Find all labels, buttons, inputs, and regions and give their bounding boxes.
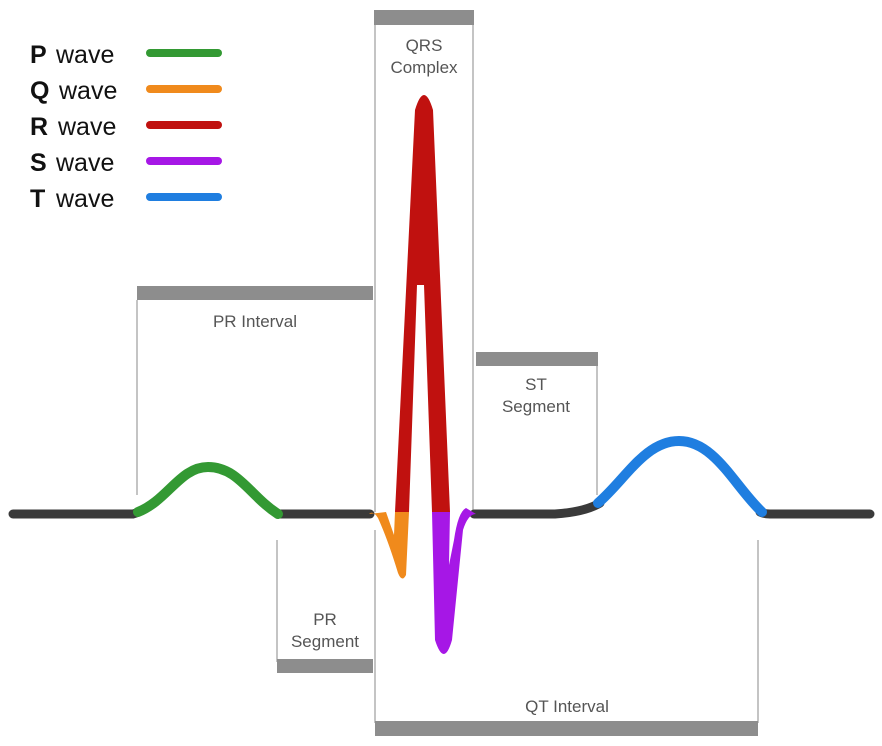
bracket-bar: [476, 352, 598, 366]
pr-segment-label-line1: PR: [313, 610, 337, 629]
bracket-bar: [137, 286, 373, 300]
q-wave-trace: [369, 512, 409, 579]
t-wave-trace: [593, 436, 767, 517]
legend-word: wave: [55, 41, 114, 69]
r-wave-trace: [395, 95, 450, 512]
qrs-complex-bracket: QRS Complex: [374, 10, 474, 512]
legend-item-s-wave: S wave: [30, 149, 222, 177]
bracket-bar: [277, 659, 373, 673]
legend-key: Q: [30, 77, 49, 105]
baseline-segment: [755, 507, 875, 519]
legend-key: R: [30, 113, 48, 141]
p-wave-trace: [133, 462, 283, 519]
pr-interval-bracket: PR Interval: [136, 286, 373, 495]
legend-key: T: [30, 185, 45, 213]
bracket-bar: [374, 10, 474, 25]
legend-item-r-wave: R wave: [30, 113, 222, 141]
legend-item-q-wave: Q wave: [30, 77, 222, 105]
pr-interval-label: PR Interval: [213, 312, 297, 331]
st-segment-label-line2: Segment: [502, 397, 570, 416]
st-segment-bracket: ST Segment: [476, 352, 598, 495]
pr-segment-label-line2: Segment: [291, 632, 359, 651]
bracket-bar: [375, 721, 758, 736]
s-wave-trace: [432, 508, 476, 654]
ecg-trace: [8, 95, 875, 654]
baseline-segment: [469, 498, 605, 519]
legend-word: wave: [55, 149, 114, 177]
qt-interval-bracket: QT Interval: [374, 530, 759, 736]
legend-word: wave: [57, 113, 116, 141]
st-segment-label-line1: ST: [525, 375, 547, 394]
legend-item-p-wave: P wave: [30, 41, 222, 69]
legend-key: S: [30, 149, 47, 177]
pr-segment-bracket: PR Segment: [276, 540, 373, 673]
legend: P wave Q wave R wave S wave T wave: [30, 41, 222, 213]
legend-key: P: [30, 41, 47, 69]
qrs-complex-label-line1: QRS: [406, 36, 443, 55]
legend-word: wave: [58, 77, 117, 105]
legend-word: wave: [55, 185, 114, 213]
qt-interval-label: QT Interval: [525, 697, 609, 716]
qrs-complex-label-line2: Complex: [390, 58, 458, 77]
legend-item-t-wave: T wave: [30, 185, 222, 213]
baseline-segment: [8, 506, 145, 519]
